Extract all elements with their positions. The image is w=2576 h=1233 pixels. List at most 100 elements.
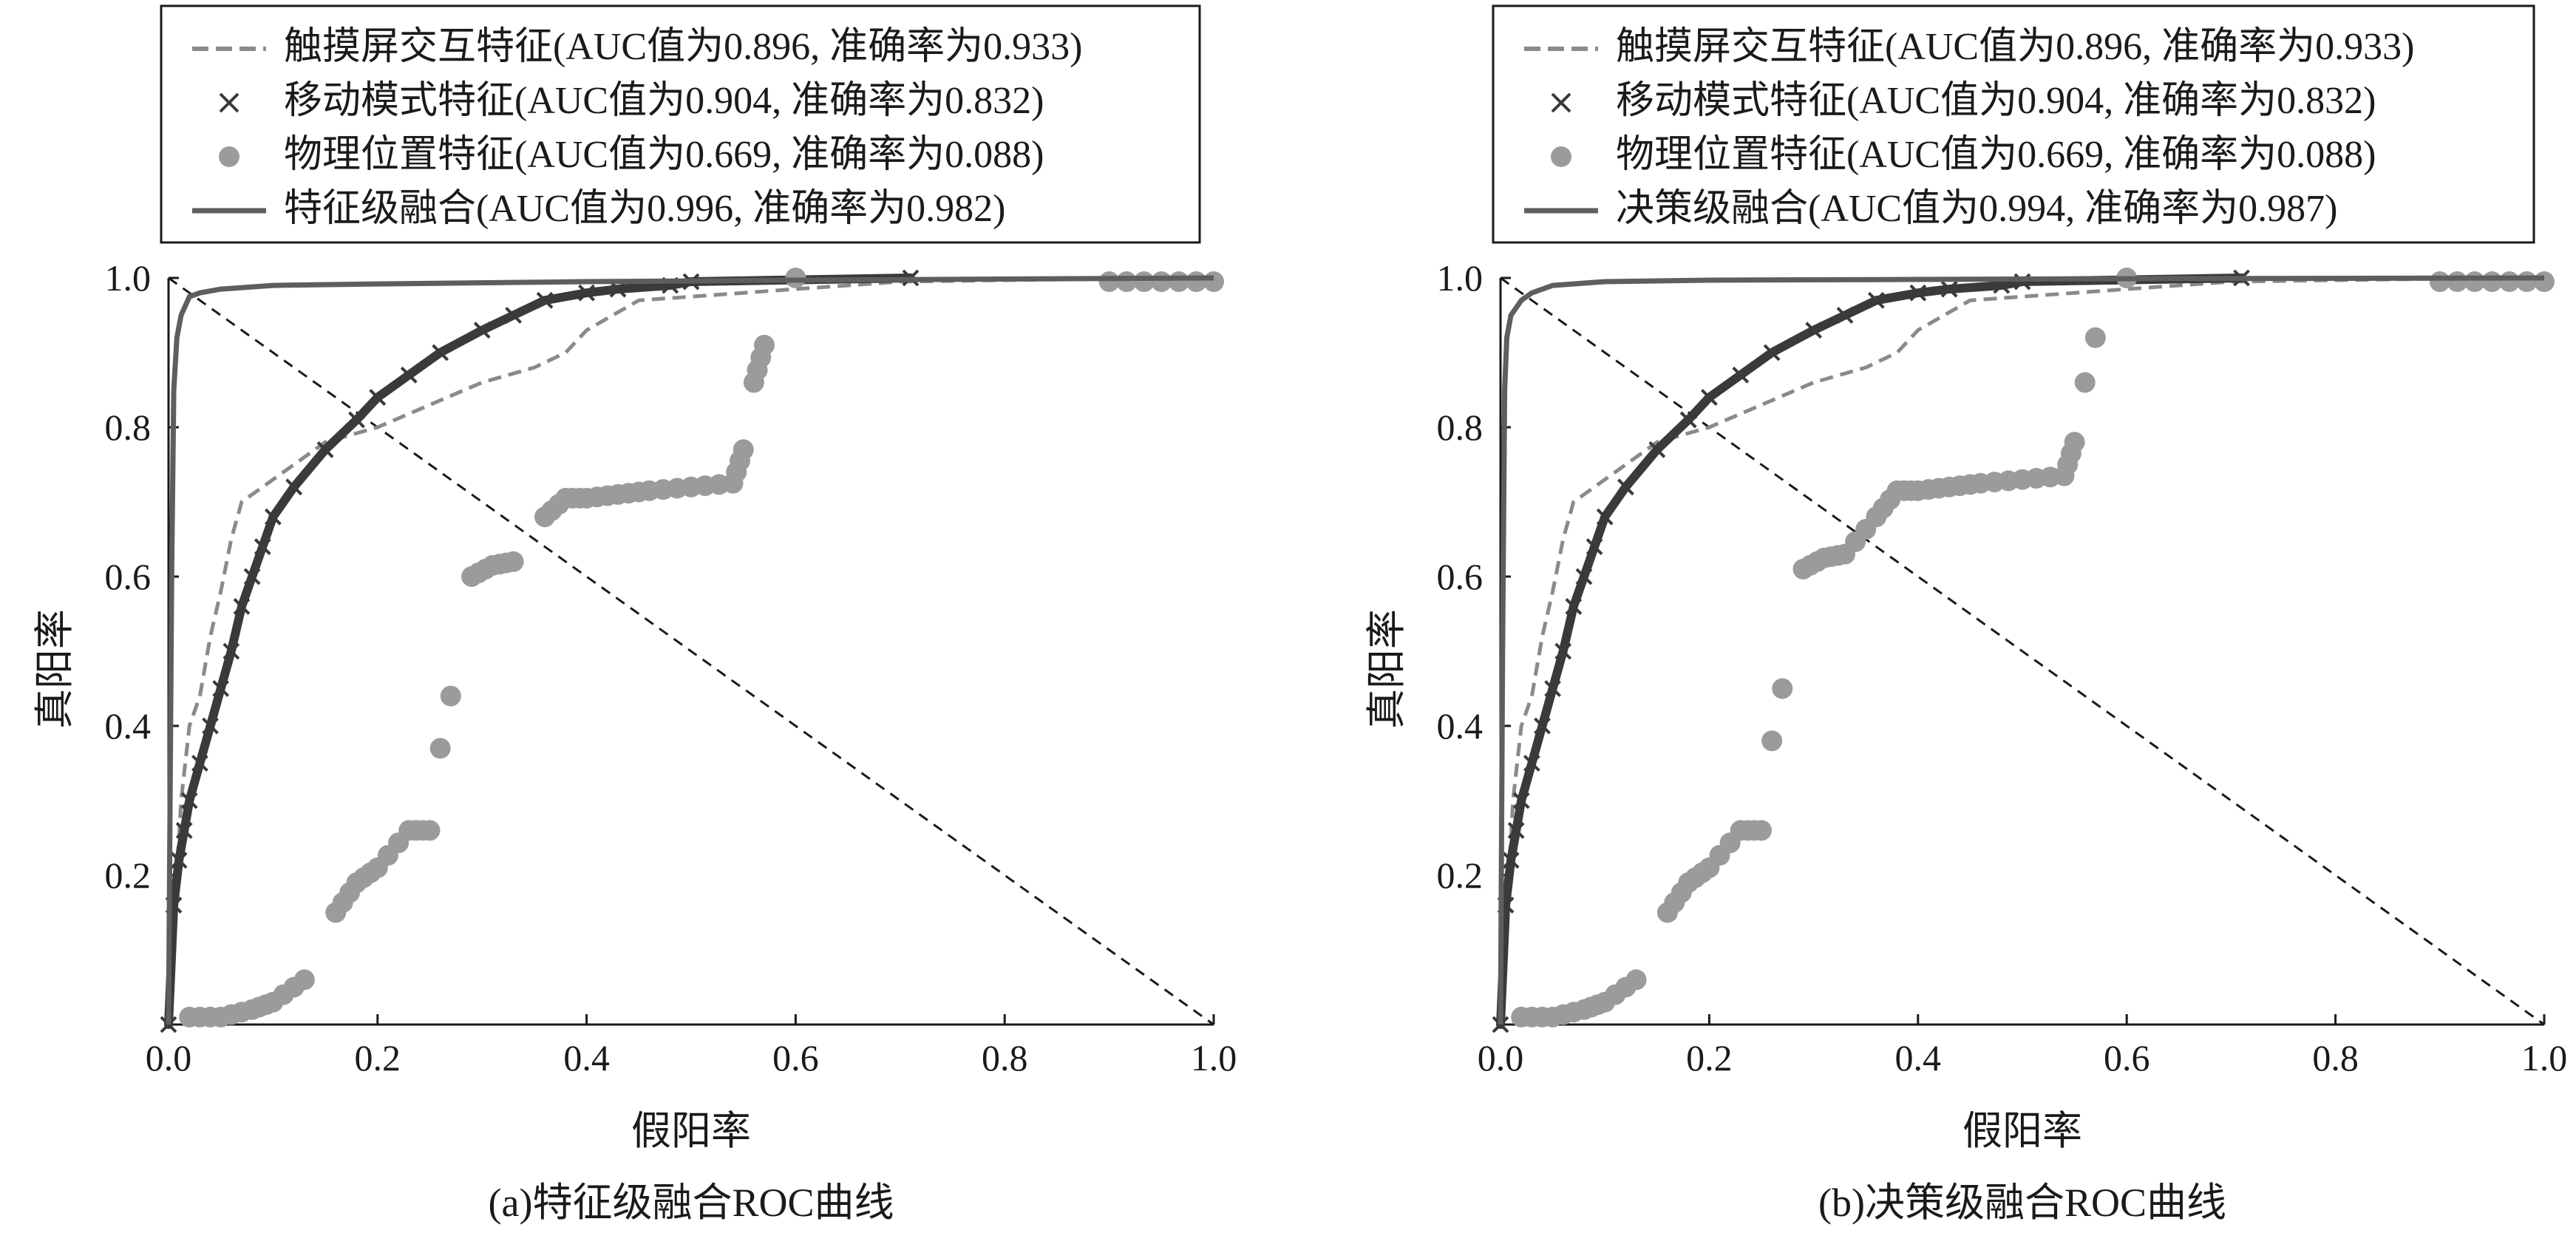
- legend-swatch-x: [1551, 92, 1571, 113]
- legend-label: 移动模式特征(AUC值为0.904, 准确率为0.832): [284, 80, 1044, 122]
- data-point-x: [175, 821, 193, 839]
- data-point-x: [212, 680, 230, 697]
- data-point-x: [316, 441, 334, 458]
- chart-panel-1: 0.0 0.2 0.4 0.6 0.8 1.0 0.2 0.4 0.6 0.8 1.0 假阳率 真阳率 (…: [33, 4, 1237, 1225]
- data-point-circle: [1761, 730, 1783, 752]
- data-point-x: [254, 538, 271, 556]
- data-point-x: [1565, 597, 1583, 615]
- series-4: [166, 275, 1214, 1025]
- data-point-x: [243, 568, 261, 585]
- legend-label: 决策级融合(AUC值为0.994, 准确率为0.987): [1616, 188, 2337, 230]
- legend-label: 物理位置特征(AUC值为0.669, 准确率为0.088): [284, 134, 1044, 176]
- chart-caption: (b)决策级融合ROC曲线: [1818, 1181, 2226, 1225]
- chart-caption: (a)特征级融合ROC曲线: [489, 1181, 894, 1225]
- legend-label: 物理位置特征(AUC值为0.669, 准确率为0.088): [1616, 134, 2376, 176]
- data-point-x: [1544, 680, 1562, 697]
- series-line-dashed: [1498, 276, 2545, 1025]
- data-point-x: [1867, 291, 1885, 309]
- data-point-x: [222, 642, 240, 660]
- x-tick-label: 1.0: [1191, 1037, 1237, 1079]
- data-point-x: [233, 597, 251, 615]
- data-point-circle: [1203, 271, 1224, 293]
- data-point-x: [285, 478, 303, 496]
- series-line-dashed: [166, 276, 1214, 1025]
- data-point-x: [505, 307, 523, 324]
- data-point-x: [1523, 755, 1540, 772]
- data-point-x: [536, 291, 554, 309]
- reference-diagonal-line: [1500, 276, 2545, 1026]
- data-point-x: [1575, 568, 1593, 585]
- data-point-circle: [1625, 969, 1647, 991]
- legend: 触摸屏交互特征(AUC值为0.896, 准确率为0.933) 移动模式特征(AUC…: [160, 4, 1201, 244]
- data-point-x: [1732, 366, 1750, 384]
- data-point-circle: [419, 820, 441, 841]
- data-point-x: [1909, 284, 1927, 302]
- data-point-circle: [503, 551, 524, 572]
- legend: 触摸屏交互特征(AUC值为0.896, 准确率为0.933) 移动模式特征(AUC…: [1492, 4, 2535, 244]
- y-tick-label: 1.0: [1437, 257, 1484, 299]
- data-point-circle: [440, 685, 461, 707]
- legend-label: 触摸屏交互特征(AUC值为0.896, 准确率为0.933): [284, 26, 1082, 68]
- legend-swatch-circle: [219, 146, 239, 167]
- data-point-x: [1507, 821, 1525, 839]
- data-point-x: [1596, 508, 1614, 526]
- data-point-x: [1700, 389, 1718, 407]
- y-tick-label: 0.6: [105, 556, 152, 597]
- data-point-x: [1586, 538, 1603, 556]
- data-point-circle: [2084, 327, 2106, 348]
- data-point-x: [1502, 852, 1520, 869]
- data-point-x: [578, 284, 596, 302]
- x-tick-label: 0.8: [982, 1037, 1028, 1079]
- y-axis-label: 真阳率: [1365, 609, 1409, 729]
- series-4: [1498, 275, 2545, 1025]
- data-point-circle: [2534, 271, 2555, 293]
- data-point-x: [1512, 792, 1530, 809]
- series-3: [179, 268, 1224, 1028]
- y-tick-label: 0.2: [1437, 855, 1484, 896]
- x-tick-label: 0.0: [146, 1037, 192, 1079]
- data-point-x: [1554, 642, 1572, 660]
- y-tick-label: 0.8: [1437, 407, 1484, 448]
- y-tick-label: 0.8: [105, 407, 152, 448]
- series-2: [1492, 269, 2250, 1033]
- data-point-x: [191, 755, 208, 772]
- data-point-x: [1679, 411, 1697, 429]
- data-point-x: [264, 508, 282, 526]
- series-marker-band: [164, 274, 915, 1029]
- legend-label: 特征级融合(AUC值为0.996, 准确率为0.982): [284, 188, 1005, 230]
- x-tick-label: 0.4: [563, 1037, 610, 1079]
- legend-swatch-x: [219, 92, 239, 113]
- data-point-circle: [1772, 678, 1793, 699]
- data-point-x: [1805, 322, 1823, 339]
- chart-panel-2: 0.0 0.2 0.4 0.6 0.8 1.0 0.2 0.4 0.6 0.8 1.0 假阳率 真阳率 (…: [1365, 4, 2568, 1225]
- reference-diagonal-line: [168, 276, 1214, 1026]
- data-point-circle: [293, 969, 315, 991]
- data-point-x: [170, 852, 188, 869]
- data-point-x: [400, 366, 418, 384]
- y-tick-label: 0.4: [105, 705, 152, 747]
- x-tick-label: 0.8: [2312, 1037, 2359, 1079]
- data-point-x: [1648, 441, 1666, 458]
- x-tick-label: 0.6: [2104, 1037, 2150, 1079]
- x-tick-label: 1.0: [2521, 1037, 2568, 1079]
- data-point-x: [348, 411, 365, 429]
- y-tick-label: 0.2: [105, 855, 152, 896]
- data-point-x: [1534, 717, 1551, 735]
- data-point-x: [369, 389, 387, 407]
- data-point-x: [180, 792, 198, 809]
- series-line-solid: [1498, 275, 2545, 1025]
- data-point-x: [609, 280, 627, 298]
- y-axis-label: 真阳率: [33, 609, 77, 729]
- x-axis-label: 假阳率: [631, 1109, 751, 1153]
- y-tick-label: 1.0: [105, 257, 152, 299]
- x-tick-label: 0.6: [772, 1037, 819, 1079]
- y-tick-label: 0.4: [1437, 705, 1484, 747]
- data-point-x: [1763, 344, 1781, 361]
- legend-box: [160, 4, 1201, 244]
- data-point-circle: [2064, 432, 2085, 453]
- x-axis-label: 假阳率: [1962, 1109, 2082, 1153]
- series-line-solid: [166, 275, 1214, 1025]
- data-point-x: [202, 717, 219, 735]
- data-point-x: [473, 322, 491, 339]
- y-tick-label: 0.6: [1437, 556, 1484, 597]
